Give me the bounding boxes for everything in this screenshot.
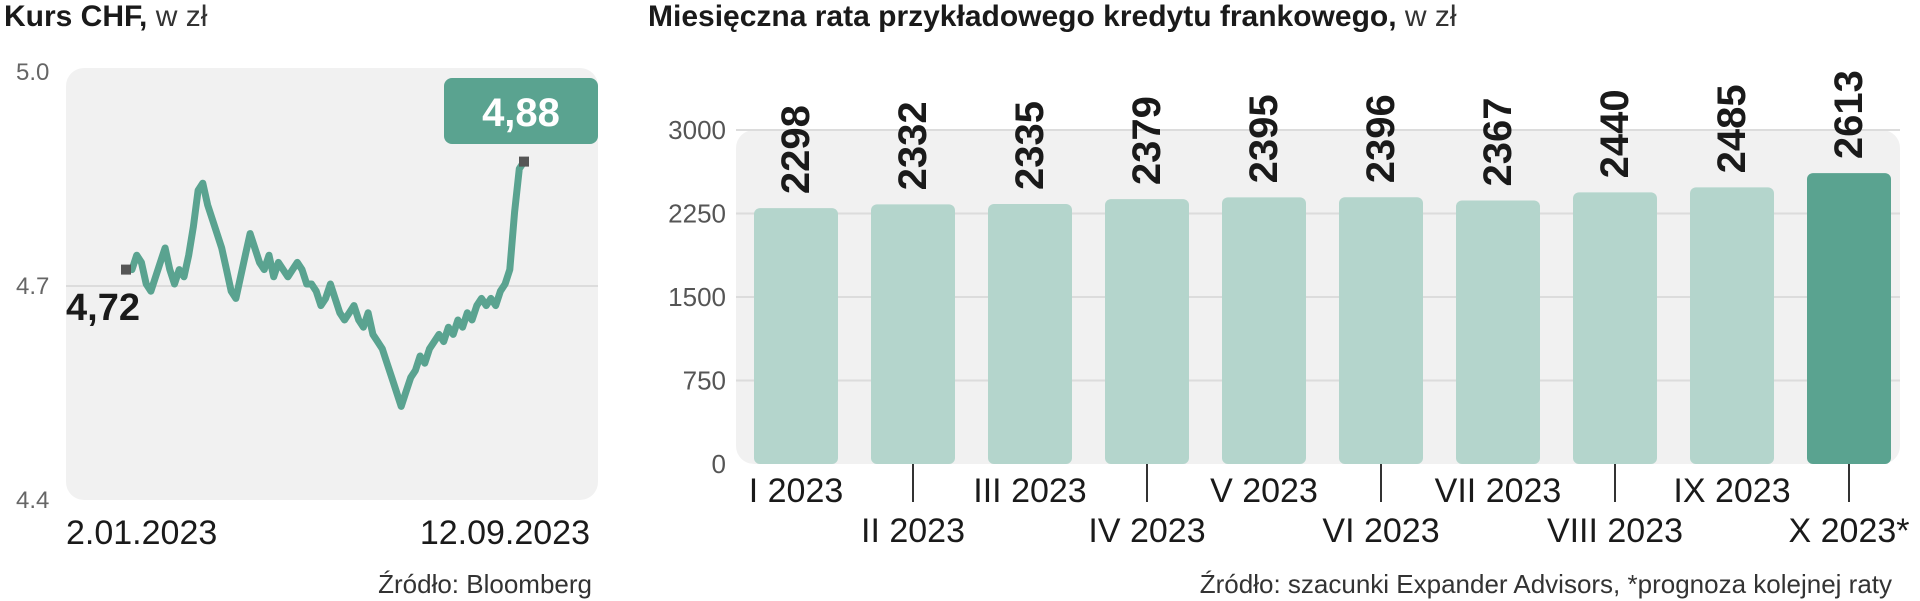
loan-x-label-2: II 2023 xyxy=(861,512,965,550)
loan-value-label-4: 2379 xyxy=(1125,96,1169,185)
chf-y-tick-4-4: 4.4 xyxy=(16,487,49,514)
loan-bar-5 xyxy=(1222,197,1306,464)
loan-bars xyxy=(754,173,1891,464)
loan-bar-1 xyxy=(754,208,838,464)
chf-title-text: Kurs CHF, xyxy=(4,0,148,33)
loan-x-label-6: VI 2023 xyxy=(1322,512,1439,550)
loan-value-label-6: 2396 xyxy=(1359,94,1403,183)
loan-value-label-10: 2613 xyxy=(1827,70,1871,159)
chf-start-value-label: 4,72 xyxy=(66,287,140,329)
loan-value-label-3: 2335 xyxy=(1008,101,1052,190)
chf-x-label-end: 12.09.2023 xyxy=(420,514,590,552)
loan-bar-3 xyxy=(988,204,1072,464)
loan-bar-6 xyxy=(1339,197,1423,464)
loan-bar-2 xyxy=(871,204,955,464)
loan-x-label-7: VII 2023 xyxy=(1435,472,1562,510)
chf-source: Źródło: Bloomberg xyxy=(378,569,592,599)
loan-bar-9 xyxy=(1690,187,1774,464)
chf-y-tick-5-0: 5.0 xyxy=(16,59,49,86)
loan-title-text: Miesięczna rata przykładowego kredytu fr… xyxy=(648,0,1397,33)
loan-source: Źródło: szacunki Expander Advisors, *pro… xyxy=(1200,569,1892,599)
loan-bar-8 xyxy=(1573,192,1657,464)
loan-value-label-2: 2332 xyxy=(891,101,935,190)
loan-value-label-7: 2367 xyxy=(1476,97,1520,186)
loan-y-axis: 0 750 1500 2250 3000 xyxy=(668,115,726,479)
loan-value-label-5: 2395 xyxy=(1242,94,1286,183)
loan-y-tick-1500: 1500 xyxy=(668,282,726,312)
chf-end-marker xyxy=(519,156,529,167)
chf-series-line xyxy=(128,158,528,410)
loan-x-label-8: VIII 2023 xyxy=(1547,512,1683,550)
loan-y-tick-0: 0 xyxy=(712,449,726,479)
loan-value-label-8: 2440 xyxy=(1593,89,1637,178)
chf-unit-text: w zł xyxy=(155,0,208,33)
loan-value-label-9: 2485 xyxy=(1710,84,1754,173)
loan-x-label-9: IX 2023 xyxy=(1673,472,1790,510)
chf-start-marker xyxy=(121,264,131,275)
chf-line-chart: 5.0 4.7 4.4 4,72 4,88 2.01.2023 12.09.20… xyxy=(16,59,598,599)
loan-x-label-1: I 2023 xyxy=(749,472,844,510)
loan-value-label-1: 2298 xyxy=(774,105,818,194)
loan-chart-title: Miesięczna rata przykładowego kredytu fr… xyxy=(648,0,1457,34)
loan-x-label-5: V 2023 xyxy=(1210,472,1318,510)
loan-x-label-4: IV 2023 xyxy=(1088,512,1205,550)
loan-y-tick-750: 750 xyxy=(683,366,726,396)
loan-bar-10 xyxy=(1807,173,1891,464)
loan-y-tick-2250: 2250 xyxy=(668,199,726,229)
loan-x-label-3: III 2023 xyxy=(973,472,1086,510)
loan-bar-chart: 0 750 1500 2250 3000 2298 2332 2335 2379 2395 239… xyxy=(668,70,1909,599)
chf-y-tick-4-7: 4.7 xyxy=(16,273,49,300)
loan-unit-text: w zł xyxy=(1404,0,1457,33)
loan-value-labels: 2298 2332 2335 2379 2395 2396 2367 2440 2485 2613 xyxy=(774,70,1871,194)
loan-bar-4 xyxy=(1105,199,1189,464)
chf-end-value-label: 4,88 xyxy=(482,91,560,135)
chf-x-label-start: 2.01.2023 xyxy=(66,514,217,552)
chf-chart-title: Kurs CHF, w zł xyxy=(4,0,207,34)
chf-end-value-box xyxy=(444,78,598,144)
loan-x-label-10: X 2023* xyxy=(1789,512,1910,550)
loan-y-tick-3000: 3000 xyxy=(668,115,726,145)
loan-bar-7 xyxy=(1456,200,1540,464)
